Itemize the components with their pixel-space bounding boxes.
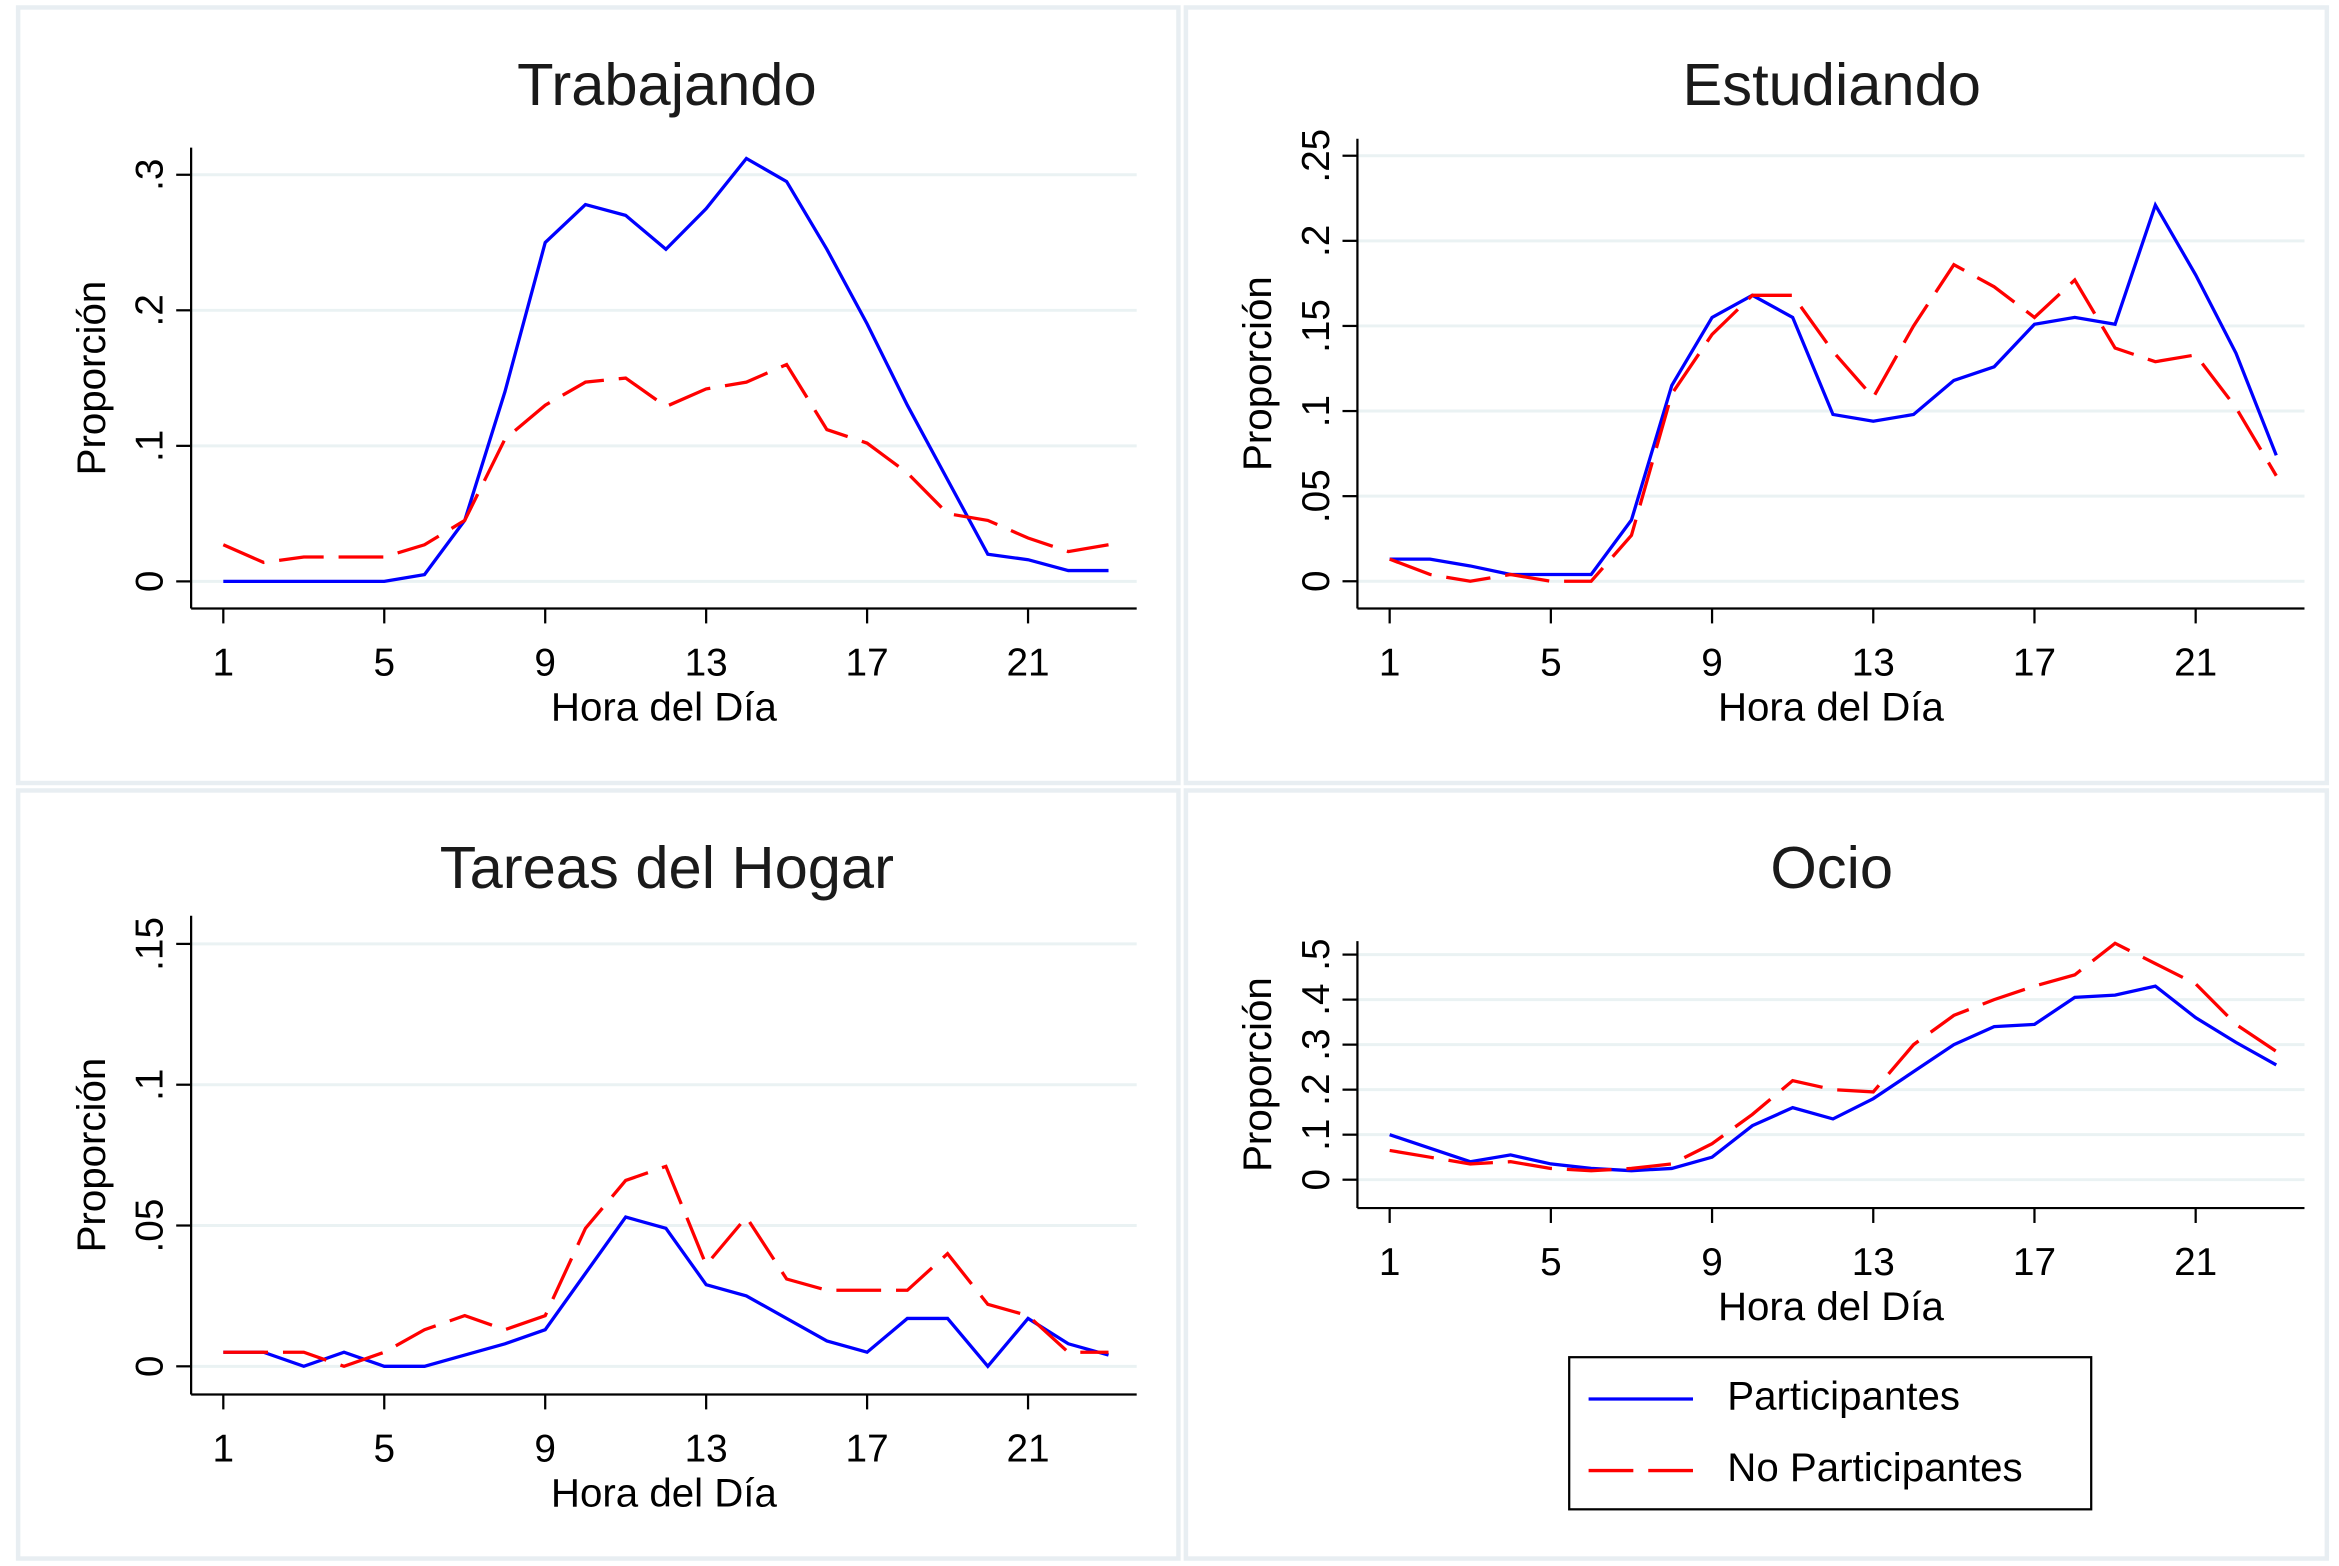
- y-tick-label: 0: [1295, 1169, 1338, 1191]
- series-line: [223, 1164, 1109, 1369]
- chart-title: Estudiando: [1682, 51, 1980, 118]
- legend-label: No Participantes: [1727, 1445, 2022, 1490]
- legend-label: Participantes: [1727, 1374, 1960, 1419]
- y-tick-label: .25: [1295, 129, 1338, 183]
- y-axis-label: Proporción: [1235, 276, 1280, 471]
- y-tick-label: 0: [129, 1356, 172, 1378]
- y-tick-label: .4: [1295, 983, 1338, 1015]
- y-tick-label: 0: [129, 571, 172, 593]
- y-axis-label: Proporción: [1235, 977, 1280, 1172]
- x-tick-label: 5: [1540, 1241, 1562, 1284]
- x-tick-label: 9: [1701, 641, 1723, 684]
- y-tick-label: .05: [1295, 469, 1338, 523]
- y-tick-label: .2: [1295, 225, 1338, 257]
- x-axis-label: Hora del Día: [1718, 1284, 1945, 1329]
- series-line: [1389, 984, 2278, 1173]
- x-tick-label: 21: [1006, 641, 1049, 684]
- y-tick-label: .3: [1295, 1028, 1338, 1060]
- x-tick-label: 17: [2013, 1241, 2056, 1284]
- x-tick-label: 9: [1701, 1241, 1723, 1284]
- panel: [1183, 5, 2330, 786]
- series-line: [223, 156, 1109, 584]
- y-tick-label: .1: [1295, 395, 1338, 427]
- legend-box: [1568, 1356, 2093, 1511]
- y-tick-label: .15: [1295, 299, 1338, 353]
- series-line: [1389, 262, 2278, 583]
- x-tick-label: 1: [1379, 641, 1401, 684]
- x-tick-label: 13: [685, 1427, 728, 1470]
- x-tick-label: 13: [1852, 641, 1895, 684]
- y-tick-label: .5: [1295, 938, 1338, 970]
- y-tick-label: .1: [1295, 1119, 1338, 1151]
- y-axis-label: Proporción: [69, 281, 114, 476]
- x-tick-label: 17: [846, 641, 889, 684]
- x-tick-label: 13: [1852, 1241, 1895, 1284]
- x-axis-label: Hora del Día: [551, 1471, 778, 1516]
- panel: [1183, 788, 2330, 1561]
- x-tick-label: 5: [1540, 641, 1562, 684]
- x-tick-label: 1: [213, 641, 235, 684]
- series-line: [222, 362, 1109, 565]
- series-line: [1389, 201, 2278, 577]
- y-tick-label: .05: [129, 1199, 172, 1253]
- x-tick-label: 17: [2013, 641, 2056, 684]
- x-tick-label: 21: [2174, 1241, 2217, 1284]
- y-tick-label: .1: [129, 430, 172, 462]
- x-axis-label: Hora del Día: [551, 685, 778, 730]
- y-tick-label: .2: [1295, 1073, 1338, 1105]
- x-tick-label: 9: [534, 1427, 556, 1470]
- y-axis-label: Proporción: [69, 1058, 114, 1253]
- x-axis-label: Hora del Día: [1718, 685, 1945, 730]
- x-tick-label: 5: [373, 1427, 395, 1470]
- panel: [15, 5, 1181, 786]
- x-tick-label: 17: [846, 1427, 889, 1470]
- x-tick-label: 13: [685, 641, 728, 684]
- series-line: [223, 1215, 1109, 1369]
- x-tick-label: 21: [2174, 641, 2217, 684]
- chart-title: Ocio: [1770, 834, 1893, 901]
- y-tick-label: .2: [129, 294, 172, 326]
- panel: [15, 788, 1181, 1561]
- y-tick-label: 0: [1295, 570, 1338, 592]
- chart-title: Trabajando: [517, 51, 817, 118]
- y-tick-label: .1: [129, 1069, 172, 1101]
- x-tick-label: 1: [1379, 1241, 1401, 1284]
- x-tick-label: 9: [534, 641, 556, 684]
- x-tick-label: 1: [213, 1427, 235, 1470]
- x-tick-label: 21: [1006, 1427, 1049, 1470]
- chart-title: Tareas del Hogar: [440, 834, 894, 901]
- x-tick-label: 5: [373, 641, 395, 684]
- y-tick-label: .15: [129, 917, 172, 971]
- y-tick-label: .3: [129, 159, 172, 191]
- series-line: [1389, 941, 2278, 1173]
